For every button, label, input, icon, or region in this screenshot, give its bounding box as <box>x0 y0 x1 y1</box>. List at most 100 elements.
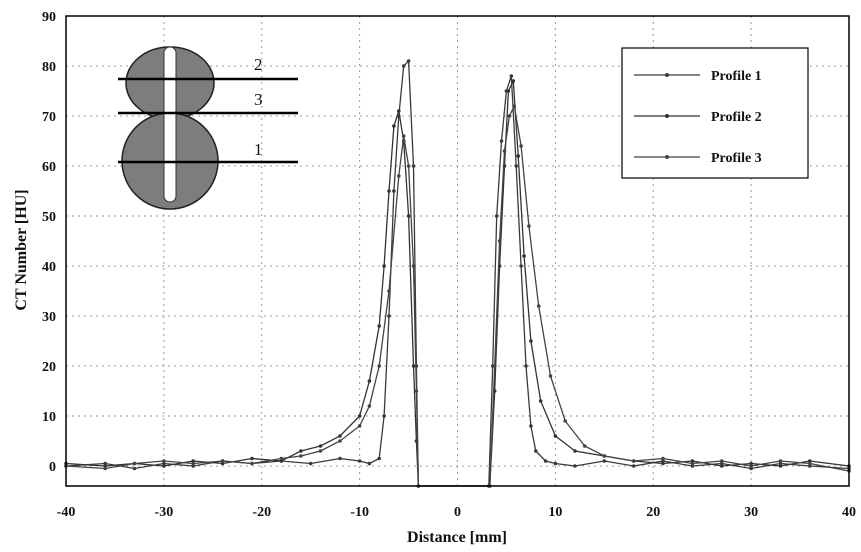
data-point <box>308 461 313 466</box>
data-point <box>220 459 225 463</box>
data-point <box>494 214 499 218</box>
data-point <box>162 464 166 468</box>
data-point <box>492 364 497 368</box>
data-point <box>519 264 523 268</box>
data-point <box>661 461 665 466</box>
data-point <box>529 339 533 343</box>
data-point <box>524 364 528 368</box>
y-tick-label: 0 <box>49 460 56 475</box>
data-point <box>382 414 386 418</box>
data-point <box>191 461 195 466</box>
inset-label-1: 1 <box>254 140 263 159</box>
legend-marker <box>665 114 669 118</box>
legend-label: Profile 1 <box>711 69 762 84</box>
data-point <box>103 466 107 471</box>
tick-labels: -40 -30 -20 -10 0 10 20 30 40 0 10 20 30 40 50 60 70 80 90 <box>42 10 856 520</box>
inset-center-rod <box>163 46 177 203</box>
data-point <box>512 104 517 108</box>
data-point <box>411 164 416 168</box>
data-point <box>749 461 753 466</box>
data-point <box>377 456 382 461</box>
x-tick-label: -10 <box>350 505 369 520</box>
legend-marker <box>665 155 669 159</box>
data-point <box>406 164 411 168</box>
data-point <box>299 449 303 453</box>
data-point <box>720 464 724 468</box>
data-point <box>511 79 516 83</box>
y-tick-label: 60 <box>42 160 56 175</box>
data-point <box>536 304 541 308</box>
data-point <box>338 434 342 438</box>
data-point <box>516 154 520 158</box>
data-point <box>507 114 512 118</box>
data-point <box>529 424 533 428</box>
data-point <box>401 64 406 68</box>
data-point <box>103 461 107 466</box>
data-point <box>162 459 166 463</box>
data-point <box>132 466 137 471</box>
data-point <box>392 124 396 128</box>
data-point <box>631 464 636 468</box>
legend-box <box>621 47 809 179</box>
data-point <box>377 324 382 328</box>
data-point <box>411 364 416 368</box>
data-point <box>406 59 411 63</box>
x-tick-label: 20 <box>646 505 660 520</box>
data-point <box>720 459 724 463</box>
data-point <box>220 461 225 466</box>
data-point <box>357 414 362 418</box>
inset-label-3: 3 <box>254 90 263 109</box>
x-tick-label: -20 <box>252 505 271 520</box>
data-point <box>499 139 504 143</box>
data-point <box>382 264 386 268</box>
data-point <box>392 189 396 193</box>
data-point <box>387 289 391 293</box>
data-point <box>538 399 543 403</box>
data-point <box>411 264 416 268</box>
data-point <box>720 461 724 466</box>
data-point <box>631 459 636 463</box>
data-point <box>522 254 526 258</box>
data-point <box>582 444 587 448</box>
data-point <box>543 459 548 463</box>
data-point <box>808 464 812 468</box>
data-point <box>338 439 342 443</box>
data-point <box>534 449 538 453</box>
data-point <box>318 444 323 448</box>
x-tick-label: -40 <box>57 505 76 520</box>
data-point <box>132 461 137 466</box>
data-point <box>377 364 382 368</box>
data-point <box>778 464 783 468</box>
data-point <box>548 374 553 378</box>
y-tick-label: 20 <box>42 360 56 375</box>
data-point <box>299 454 303 458</box>
data-point <box>367 404 372 408</box>
data-point <box>397 174 401 178</box>
y-tick-label: 80 <box>42 60 56 75</box>
data-point <box>414 389 419 393</box>
data-point <box>406 214 411 218</box>
data-point <box>553 434 558 438</box>
data-point <box>778 459 783 463</box>
data-point <box>553 461 558 466</box>
data-point <box>527 224 531 228</box>
data-point <box>808 459 812 463</box>
data-point <box>778 461 783 466</box>
data-point <box>690 464 695 468</box>
data-point <box>279 456 284 461</box>
data-point <box>367 379 372 383</box>
y-axis-title: CT Number [HU] <box>13 189 30 310</box>
data-point <box>357 459 362 463</box>
data-point <box>563 419 567 423</box>
data-point <box>514 164 518 168</box>
data-point <box>357 424 362 428</box>
data-point <box>573 449 577 453</box>
x-tick-label: -30 <box>155 505 174 520</box>
data-point <box>602 459 607 463</box>
y-tick-label: 10 <box>42 410 56 425</box>
data-point <box>661 459 665 463</box>
data-point <box>690 459 695 463</box>
data-point <box>191 464 195 468</box>
plot-frame <box>65 15 850 487</box>
legend-label: Profile 2 <box>711 110 762 125</box>
